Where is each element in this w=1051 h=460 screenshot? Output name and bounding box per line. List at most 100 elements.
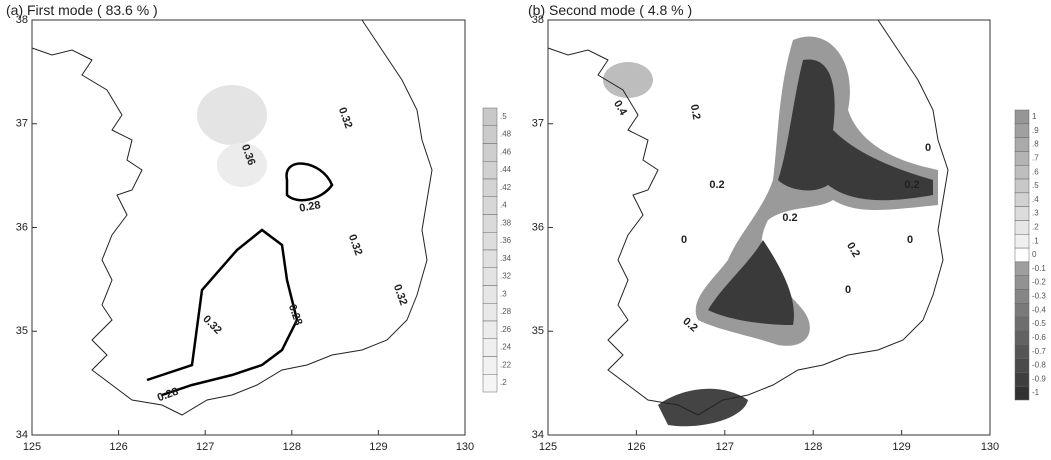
contour-label: 0.32 <box>336 106 355 130</box>
x-tick-label: 125 <box>539 441 557 453</box>
colorbar-cell <box>1014 151 1030 166</box>
colorbar-cell <box>482 320 498 339</box>
colorbar-label: .7 <box>1032 153 1039 162</box>
colorbar-cell <box>1014 178 1030 194</box>
contour-label: 0 <box>845 284 851 296</box>
colorbar-label: .3 <box>1032 209 1039 218</box>
colorbar-cell <box>482 285 498 304</box>
x-tick-label: 129 <box>369 441 387 453</box>
colorbar-label: -0.4 <box>1032 305 1046 314</box>
x-tick-label: 128 <box>804 441 822 453</box>
x-tick-label: 125 <box>23 441 41 453</box>
colorbar-cell <box>1014 385 1030 401</box>
colorbar-cell <box>1014 192 1030 207</box>
colorbar-cell <box>1014 303 1030 318</box>
colorbar-label: -0.3 <box>1032 292 1046 301</box>
x-tick-label: 126 <box>627 441 645 453</box>
colorbar-cell <box>482 232 498 251</box>
contour-label: 0 <box>907 234 913 246</box>
contour-label: 0.2 <box>844 240 862 259</box>
colorbar-label: .46 <box>500 147 512 156</box>
shading <box>197 85 267 145</box>
colorbar-label: .4 <box>500 201 507 210</box>
colorbar-label: 1 <box>1032 112 1037 121</box>
colorbar-cell <box>1014 372 1030 387</box>
colorbar-cell <box>1014 289 1030 304</box>
colorbar-label: -0.7 <box>1032 347 1046 356</box>
colorbar-label: .24 <box>500 343 512 352</box>
shading <box>603 62 653 98</box>
contour-label: 0 <box>681 234 687 246</box>
y-tick-label: 34 <box>16 429 28 441</box>
colorbar-label: .5 <box>500 112 507 121</box>
x-tick-label: 130 <box>456 441 474 453</box>
colorbar-label: .4 <box>1032 195 1039 204</box>
map-frame <box>31 19 466 436</box>
contour-label: 0 <box>925 142 931 154</box>
y-tick-label: 35 <box>16 325 28 337</box>
colorbar-label: .2 <box>1032 222 1039 231</box>
colorbar-cell <box>1014 316 1030 332</box>
y-tick-label: 35 <box>532 325 544 337</box>
x-tick-label: 127 <box>196 441 214 453</box>
colorbar-cell <box>1014 206 1030 221</box>
colorbar-label: -0.5 <box>1032 319 1046 328</box>
colorbar-label: -0.1 <box>1032 264 1046 273</box>
colorbar-cell <box>1014 330 1030 346</box>
x-tick-label: 129 <box>892 441 910 453</box>
contour-label: 0.28 <box>286 303 305 327</box>
colorbar-label: .36 <box>500 236 512 245</box>
shading <box>778 59 933 201</box>
colorbar-label: .26 <box>500 325 512 334</box>
map-panel-a <box>31 19 466 436</box>
colorbar-label: .22 <box>500 360 512 369</box>
y-tick-label: 37 <box>532 118 544 130</box>
shading <box>658 388 748 427</box>
contour-label: 0.32 <box>346 233 365 257</box>
colorbar-label: -0.2 <box>1032 278 1046 287</box>
y-tick-label: 37 <box>16 118 28 130</box>
colorbar-cell <box>482 125 498 144</box>
colorbar-cell <box>482 143 498 162</box>
colorbar-cell <box>1014 275 1030 290</box>
colorbar-cell <box>1014 123 1030 138</box>
colorbar-cell <box>1014 247 1030 263</box>
map-panel-b <box>547 19 991 436</box>
colorbar-label: .1 <box>1032 236 1039 245</box>
colorbar-label: .42 <box>500 183 512 192</box>
contour <box>285 162 334 202</box>
colorbar-cell <box>482 161 498 180</box>
contour-label: 0.4 <box>611 98 629 118</box>
coastline <box>31 19 433 416</box>
colorbar-label: .34 <box>500 254 512 263</box>
y-tick-label: 34 <box>532 429 544 441</box>
colorbar-cell <box>482 107 498 126</box>
panel-title: (b) Second mode ( 4.8 % ) <box>528 2 692 18</box>
contour-label: 0.32 <box>200 313 224 337</box>
colorbar-label: .8 <box>1032 140 1039 149</box>
contour-label: 0.28 <box>298 199 321 215</box>
colorbar-cell <box>1014 164 1030 180</box>
colorbar-label: .6 <box>1032 167 1039 176</box>
colorbar-label: .3 <box>500 289 507 298</box>
colorbar-cell <box>482 356 498 375</box>
panel-title: (a) First mode ( 83.6 % ) <box>6 2 158 18</box>
contour <box>146 228 299 397</box>
colorbar-cell <box>482 267 498 286</box>
contour-label: 0.2 <box>782 212 797 224</box>
colorbar-cell <box>482 374 498 393</box>
shading <box>217 143 267 187</box>
colorbar-cell <box>482 196 498 215</box>
y-tick-label: 36 <box>16 221 28 233</box>
colorbar-cell <box>482 249 498 268</box>
contour-label: 0.28 <box>156 386 180 405</box>
x-tick-label: 130 <box>981 441 999 453</box>
contour-label: 0.2 <box>680 315 699 334</box>
colorbar-label: .38 <box>500 218 512 227</box>
x-tick-label: 127 <box>716 441 734 453</box>
colorbar-cell <box>1014 109 1030 125</box>
colorbar-label: .44 <box>500 165 512 174</box>
colorbar-cell <box>482 178 498 197</box>
